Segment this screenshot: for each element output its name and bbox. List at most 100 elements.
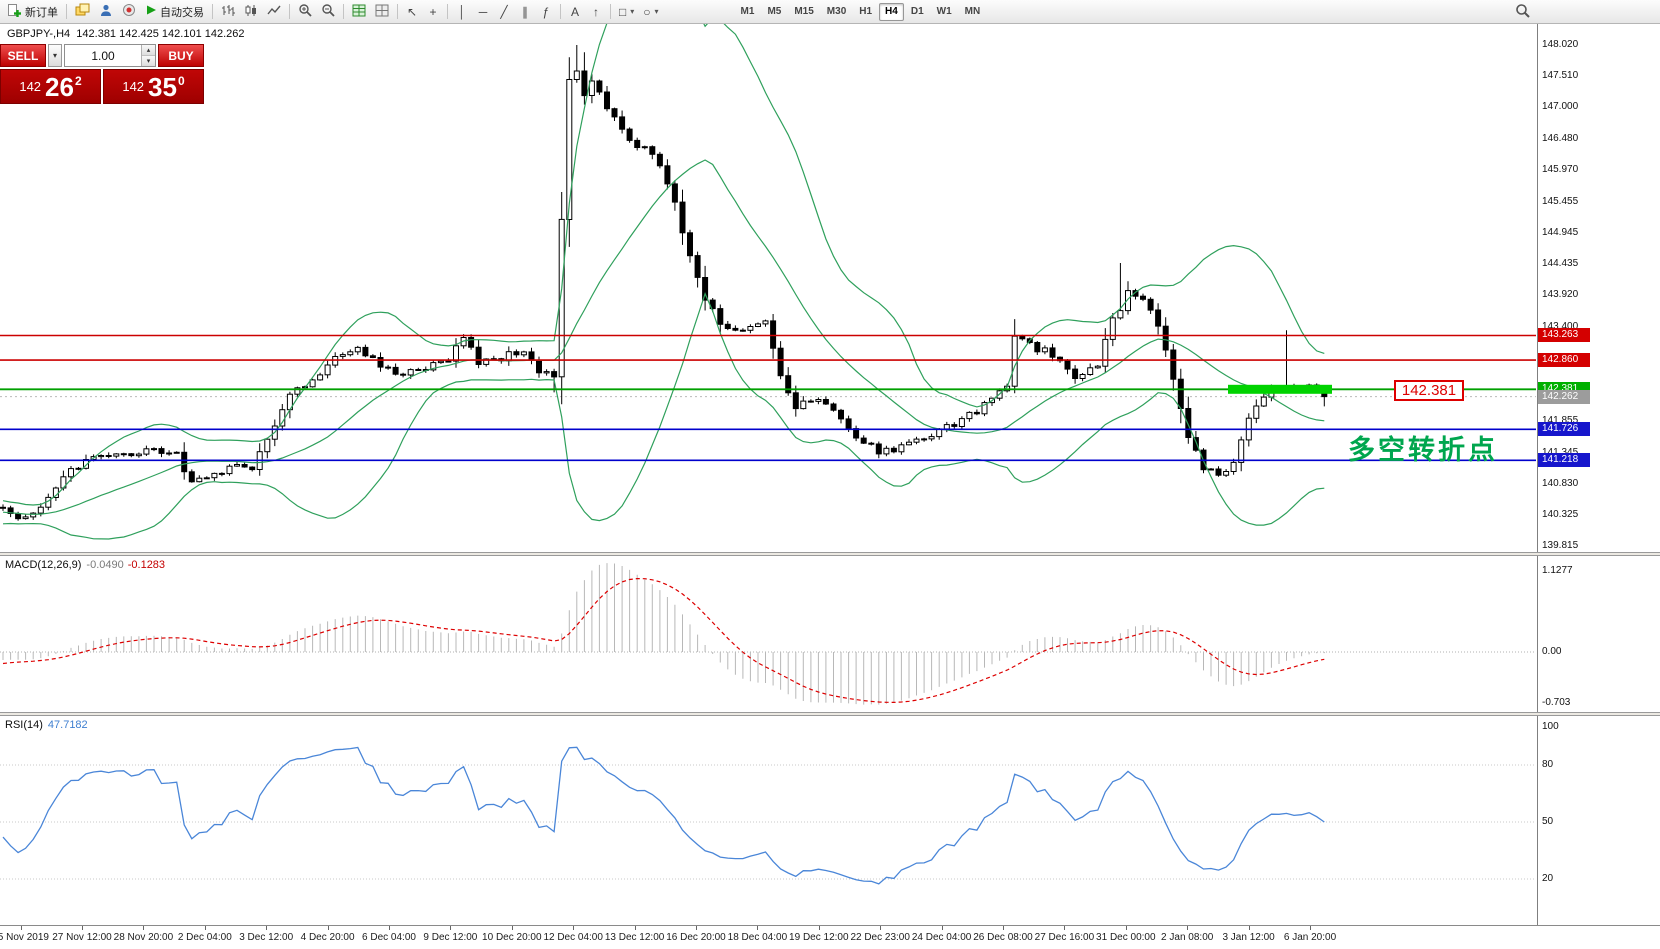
grid-button[interactable] — [348, 2, 370, 22]
crosshair-tool-button[interactable]: + — [423, 2, 443, 22]
time-axis-label: 18 Dec 04:00 — [727, 932, 788, 943]
buy-price-prefix: 142 — [122, 79, 145, 94]
time-axis-label: 4 Dec 20:00 — [300, 932, 355, 943]
time-axis-tick — [204, 926, 206, 930]
volume-input[interactable] — [65, 45, 141, 66]
volume-preset-dropdown[interactable]: ▾ — [48, 44, 62, 67]
timeframe-h4-button[interactable]: H4 — [879, 2, 904, 21]
bar-chart-icon — [221, 4, 235, 20]
profile-icon — [99, 3, 113, 20]
macd-histogram — [2, 563, 1325, 705]
time-axis-label: 2 Dec 04:00 — [177, 932, 232, 943]
charts-button[interactable] — [71, 2, 94, 22]
price-axis[interactable]: 148.020 147.510 147.000 146.480 145.970 145.4… — [1537, 24, 1660, 925]
alerts-icon — [122, 3, 136, 20]
charts-icon — [75, 3, 90, 20]
timeframe-mn-button[interactable]: MN — [959, 3, 987, 21]
line-chart-button[interactable] — [263, 2, 285, 22]
price-axis-label: 147.000 — [1542, 101, 1579, 112]
vertical-line-tool-button[interactable]: │ — [452, 2, 472, 22]
zoom-in-button[interactable] — [294, 2, 316, 22]
macd-pane-canvas[interactable] — [0, 556, 1536, 712]
toolbar-separator — [447, 4, 448, 19]
timeframe-h1-button[interactable]: H1 — [853, 3, 878, 21]
main-chart-canvas[interactable] — [0, 24, 1536, 552]
price-level-flag[interactable]: 142.381 — [1394, 380, 1464, 401]
timeframe-m1-button[interactable]: M1 — [735, 3, 761, 21]
time-axis-tick — [82, 926, 83, 930]
time-axis-label: 3 Jan 12:00 — [1222, 932, 1275, 943]
time-axis-tick — [1064, 926, 1066, 930]
cursor-tool-button[interactable]: ↖ — [402, 2, 422, 22]
time-axis-label: 19 Dec 12:00 — [789, 932, 849, 943]
timeframe-m5-button[interactable]: M5 — [761, 3, 787, 21]
time-axis-tick — [1187, 926, 1189, 930]
buy-button[interactable]: BUY — [158, 44, 204, 67]
autotrading-label: 自动交易 — [160, 6, 204, 19]
rsi-axis-label: 50 — [1542, 816, 1554, 827]
price-axis-tag: 141.218 — [1538, 453, 1590, 467]
time-axis-tick — [266, 926, 268, 930]
rsi-axis-label: 20 — [1542, 873, 1554, 884]
price-axis-label: 140.830 — [1542, 478, 1579, 489]
time-axis-tick — [1310, 926, 1311, 930]
bollinger-lower-line — [2, 292, 1325, 540]
price-axis-label: 141.855 — [1542, 415, 1579, 426]
alerts-button[interactable] — [118, 2, 140, 22]
sell-button[interactable]: SELL — [0, 44, 46, 67]
zoom-out-button[interactable] — [317, 2, 339, 22]
volume-down-icon[interactable]: ▾ — [142, 56, 155, 66]
arrow-tool-button[interactable]: ↑ — [586, 2, 606, 22]
price-axis-label: 145.455 — [1542, 196, 1579, 207]
time-axis-tick — [143, 926, 145, 930]
ellipse-tool-button[interactable]: ○ ▾ — [639, 2, 662, 22]
shapes-tool-button[interactable]: □ ▾ — [615, 2, 638, 22]
horizontal-line-tool-button[interactable]: ─ — [473, 2, 493, 22]
candlestick-chart-button[interactable] — [240, 2, 262, 22]
time-axis-label: 22 Dec 23:00 — [850, 932, 910, 943]
buy-price-big: 35 — [148, 71, 177, 102]
timeframe-m15-button[interactable]: M15 — [788, 3, 819, 21]
fibonacci-tool-button[interactable]: ƒ — [536, 2, 556, 22]
channel-tool-button[interactable]: ∥ — [515, 2, 535, 22]
timeframe-m30-button[interactable]: M30 — [821, 3, 852, 21]
time-axis-tick — [696, 926, 697, 930]
rsi-axis-label: 80 — [1542, 759, 1554, 770]
autotrading-button[interactable]: 自动交易 — [141, 2, 208, 22]
channel-icon: ∥ — [522, 4, 528, 19]
timeframe-w1-button[interactable]: W1 — [931, 3, 958, 21]
rsi-line — [2, 746, 1325, 885]
time-axis-label: 3 Dec 12:00 — [239, 932, 294, 943]
chevron-down-icon: ▾ — [630, 7, 635, 16]
profile-button[interactable] — [95, 2, 117, 22]
time-axis-label: 24 Dec 04:00 — [911, 932, 972, 943]
pane-splitter[interactable] — [0, 552, 1660, 556]
highlight-segment[interactable] — [1228, 384, 1332, 394]
macd-main-value: -0.0490 — [86, 559, 124, 571]
price-axis-label: 141.345 — [1542, 447, 1578, 458]
price-axis-label: 145.970 — [1542, 164, 1579, 175]
buy-price-panel[interactable]: 142 35 0 — [103, 69, 204, 104]
time-axis-tick — [941, 926, 943, 930]
search-button[interactable] — [1511, 2, 1534, 22]
volume-up-icon[interactable]: ▴ — [142, 45, 155, 56]
bar-chart-button[interactable] — [217, 2, 239, 22]
tile-windows-button[interactable] — [371, 2, 393, 22]
trendline-tool-button[interactable]: ╱ — [494, 2, 514, 22]
toolbar-separator — [66, 4, 67, 19]
text-tool-button[interactable]: A — [565, 2, 585, 22]
macd-axis-label: 0.00 — [1542, 646, 1562, 657]
time-axis-tick — [389, 926, 390, 930]
timeframe-d1-button[interactable]: D1 — [905, 3, 930, 21]
pane-splitter[interactable] — [0, 712, 1660, 716]
sell-price-panel[interactable]: 142 26 2 — [0, 69, 101, 104]
price-axis-label: 143.400 — [1542, 321, 1579, 332]
rsi-title: RSI(14) — [5, 719, 43, 731]
annotation-text[interactable]: 多空转折点 — [1348, 435, 1498, 465]
macd-title: MACD(12,26,9) — [5, 559, 82, 571]
rsi-pane-canvas[interactable] — [0, 716, 1536, 925]
toolbar-separator — [343, 4, 344, 19]
text-tool-icon: A — [570, 4, 579, 19]
new-order-button[interactable]: 新订单 — [3, 2, 62, 22]
